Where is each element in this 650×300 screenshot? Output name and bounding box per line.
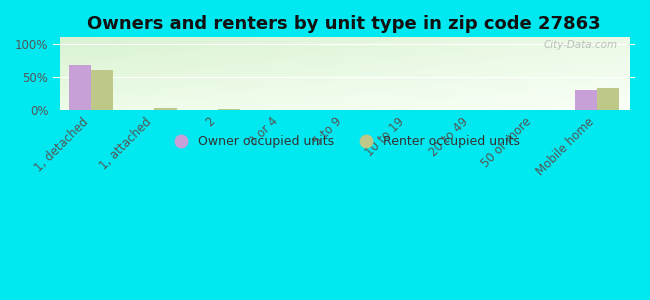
Legend: Owner occupied units, Renter occupied units: Owner occupied units, Renter occupied un… xyxy=(163,130,525,153)
Bar xyxy=(91,70,113,110)
Bar xyxy=(69,65,91,110)
Bar xyxy=(597,88,619,110)
Text: City-Data.com: City-Data.com xyxy=(543,40,618,50)
Title: Owners and renters by unit type in zip code 27863: Owners and renters by unit type in zip c… xyxy=(87,15,601,33)
Bar xyxy=(218,109,240,110)
Bar xyxy=(575,90,597,110)
Bar xyxy=(155,108,177,110)
